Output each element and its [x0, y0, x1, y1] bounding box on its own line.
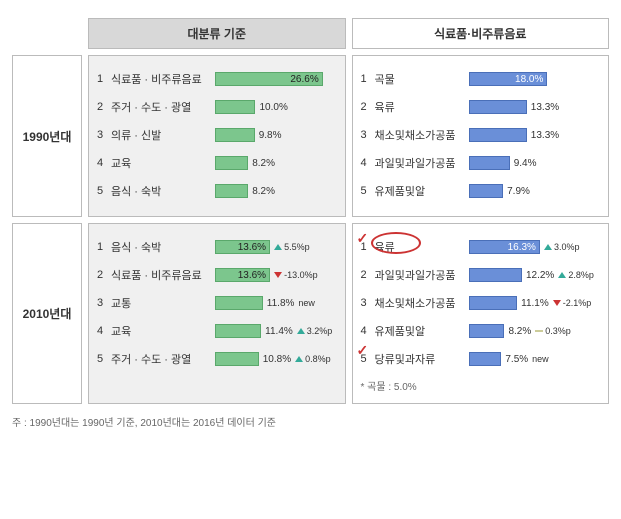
bar-area: 10.0% [215, 98, 337, 116]
header-right: 식료품·비주류음료 [352, 18, 610, 49]
row-label-90s: 1990년대 [12, 55, 82, 217]
category-label: 주거 · 수도 · 광열 [111, 351, 211, 367]
bar-area: 9.4% [469, 154, 601, 172]
bar-area: 11.1%-2.1%p [469, 294, 601, 312]
bar-area: 13.6%5.5%p [215, 238, 337, 256]
category-label: 의류 · 신발 [111, 127, 211, 143]
bar-area: 13.3% [469, 98, 601, 116]
bar-area: 8.2%0.3%p [469, 322, 601, 340]
chart-row: 2 주거 · 수도 · 광열 10.0% [97, 94, 337, 120]
panel-2010s-right: ✓ ✓ 1 육류 16.3%3.0%p 2 과일및과일가공품 12.2%2.8%… [352, 223, 610, 404]
bar-area: 13.3% [469, 126, 601, 144]
rank-number: 3 [361, 297, 375, 309]
footnote: 주 : 1990년대는 1990년 기준, 2010년대는 2016년 데이터 … [12, 414, 609, 429]
category-label: 식료품 · 비주류음료 [111, 267, 211, 283]
row-label-2010s: 2010년대 [12, 223, 82, 404]
panel-90s-left: 1 식료품 · 비주류음료 26.6% 2 주거 · 수도 · 광열 10.0%… [88, 55, 346, 217]
rank-number: 5 [361, 353, 375, 365]
bar-area: 7.9% [469, 182, 601, 200]
rank-number: 2 [97, 101, 111, 113]
chart-row: 1 육류 16.3%3.0%p [361, 234, 601, 260]
rank-number: 1 [361, 73, 375, 85]
category-label: 과일및과일가공품 [375, 267, 465, 283]
header-left: 대분류 기준 [88, 18, 346, 49]
rank-number: 2 [97, 269, 111, 281]
panel-90s-right: 1 곡물 18.0% 2 육류 13.3% 3 채소및채소가공품 13.3% 4… [352, 55, 610, 217]
chart-row: 2 식료품 · 비주류음료 13.6%-13.0%p [97, 262, 337, 288]
rank-number: 4 [361, 325, 375, 337]
chart-row: 4 과일및과일가공품 9.4% [361, 150, 601, 176]
chart-row: 4 유제품및알 8.2%0.3%p [361, 318, 601, 344]
panel-2010s-left: 1 음식 · 숙박 13.6%5.5%p 2 식료품 · 비주류음료 13.6%… [88, 223, 346, 404]
rank-number: 3 [361, 129, 375, 141]
category-label: 주거 · 수도 · 광열 [111, 99, 211, 115]
category-label: 음식 · 숙박 [111, 239, 211, 255]
category-label: 식료품 · 비주류음료 [111, 71, 211, 87]
rank-number: 1 [97, 73, 111, 85]
chart-row: 3 채소및채소가공품 13.3% [361, 122, 601, 148]
chart-row: 5 음식 · 숙박 8.2% [97, 178, 337, 204]
bar-area: 10.8%0.8%p [215, 350, 337, 368]
chart-row: 3 채소및채소가공품 11.1%-2.1%p [361, 290, 601, 316]
bar-area: 8.2% [215, 182, 337, 200]
rank-number: 5 [97, 353, 111, 365]
category-label: 곡물 [375, 71, 465, 87]
rank-number: 4 [97, 325, 111, 337]
category-label: 채소및채소가공품 [375, 127, 465, 143]
rank-number: 4 [97, 157, 111, 169]
category-label: 육류 [375, 239, 465, 255]
chart-row: 3 의류 · 신발 9.8% [97, 122, 337, 148]
rank-number: 5 [97, 185, 111, 197]
rank-number: 2 [361, 101, 375, 113]
comparison-grid: 대분류 기준 식료품·비주류음료 1990년대 1 식료품 · 비주류음료 26… [12, 18, 609, 404]
chart-row: 4 교육 11.4%3.2%p [97, 318, 337, 344]
category-label: 당류및과자류 [375, 351, 465, 367]
bar-area: 7.5%new [469, 350, 601, 368]
rank-number: 4 [361, 157, 375, 169]
category-label: 교통 [111, 295, 211, 311]
chart-row: 5 유제품및알 7.9% [361, 178, 601, 204]
chart-row: 2 과일및과일가공품 12.2%2.8%p [361, 262, 601, 288]
rank-number: 2 [361, 269, 375, 281]
chart-row: 4 교육 8.2% [97, 150, 337, 176]
rank-number: 5 [361, 185, 375, 197]
bar-area: 16.3%3.0%p [469, 238, 601, 256]
chart-row: 2 육류 13.3% [361, 94, 601, 120]
bar-area: 18.0% [469, 70, 601, 88]
bar-area: 9.8% [215, 126, 337, 144]
category-label: 음식 · 숙박 [111, 183, 211, 199]
category-label: 육류 [375, 99, 465, 115]
bar-area: 13.6%-13.0%p [215, 266, 337, 284]
bar-area: 11.4%3.2%p [215, 322, 337, 340]
category-label: 유제품및알 [375, 183, 465, 199]
chart-row: 5 주거 · 수도 · 광열 10.8%0.8%p [97, 346, 337, 372]
bar-area: 26.6% [215, 70, 337, 88]
bar-area: 8.2% [215, 154, 337, 172]
chart-row: 5 당류및과자류 7.5%new [361, 346, 601, 372]
chart-row: 1 음식 · 숙박 13.6%5.5%p [97, 234, 337, 260]
bar-area: 12.2%2.8%p [469, 266, 601, 284]
rank-number: 1 [97, 241, 111, 253]
rank-number: 3 [97, 129, 111, 141]
category-label: 교육 [111, 323, 211, 339]
chart-row: 3 교통 11.8%new [97, 290, 337, 316]
rank-number: 1 [361, 241, 375, 253]
rank-number: 3 [97, 297, 111, 309]
panel-footnote: * 곡물 : 5.0% [361, 378, 601, 393]
chart-row: 1 곡물 18.0% [361, 66, 601, 92]
category-label: 유제품및알 [375, 323, 465, 339]
category-label: 교육 [111, 155, 211, 171]
category-label: 과일및과일가공품 [375, 155, 465, 171]
bar-area: 11.8%new [215, 294, 337, 312]
category-label: 채소및채소가공품 [375, 295, 465, 311]
chart-row: 1 식료품 · 비주류음료 26.6% [97, 66, 337, 92]
